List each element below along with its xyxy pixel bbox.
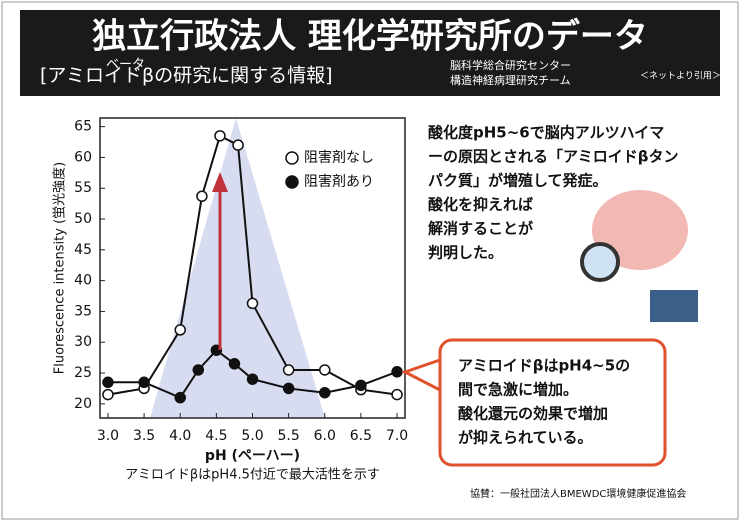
- callout-box: [438, 338, 667, 467]
- paragraph-line: 酸化度pH5~6で脳内アルツハイマ: [428, 124, 664, 142]
- y-tick-label: 25: [74, 365, 92, 381]
- point: [102, 376, 114, 389]
- paragraph-line: 判明した。: [428, 244, 503, 262]
- paragraph-line: 解消することが: [428, 220, 534, 238]
- callout-line: が抑えられている。: [458, 429, 593, 447]
- y-tick-label: 55: [74, 180, 92, 196]
- ruby: ベータ: [106, 58, 145, 73]
- paragraph-line: 酸化を抑えれば: [428, 196, 533, 214]
- title: 独立行政法人 理化学研究所のデータ: [92, 17, 648, 57]
- point: [138, 376, 150, 389]
- y-tick-label: 30: [74, 334, 92, 350]
- y-label: Fluorescence intensity (蛍光強度): [52, 162, 68, 374]
- legend-label: 阻害剤なし: [304, 150, 374, 166]
- y-tick-label: 40: [74, 273, 92, 289]
- point: [391, 366, 403, 378]
- point: [102, 388, 114, 401]
- paragraph-line: パク質」が増殖して発症。: [428, 172, 608, 190]
- point: [282, 364, 295, 376]
- callout-line: 間で急激に増加。: [458, 381, 578, 399]
- x-label: pH (ペーハー): [205, 448, 300, 464]
- x-tick-label: 3.0: [97, 428, 119, 444]
- monitor: [650, 290, 698, 322]
- x-tick-label: 4.0: [169, 428, 191, 444]
- magnifier: [580, 242, 620, 282]
- highlight: [150, 118, 325, 418]
- point: [192, 364, 205, 376]
- point: [319, 386, 331, 399]
- y-tick-label: 50: [74, 211, 92, 227]
- x-tick-label: 3.5: [133, 428, 155, 444]
- point: [246, 373, 259, 385]
- source: ＜ネットより引用＞: [640, 71, 721, 82]
- arrow-head: [212, 172, 228, 192]
- x-tick-label: 6.0: [314, 428, 336, 444]
- point: [174, 324, 186, 336]
- footer: 協賛：一般社団法人BMEWDC環境健康促進協会: [470, 487, 686, 500]
- point: [174, 391, 186, 404]
- header-box: [20, 10, 720, 96]
- y-tick-label: 60: [74, 149, 92, 165]
- point: [232, 139, 244, 151]
- callout-line: アミロイドβはpH4~5の: [458, 357, 630, 375]
- callout-line: 酸化還元の効果で増加: [458, 405, 608, 423]
- point: [282, 382, 295, 395]
- x-tick-label: 5.0: [241, 428, 263, 444]
- paragraph: 酸化度pH5~6で脳内アルツハイマーの原因とされる「アミロイドβタンパク質」が増…: [428, 124, 678, 262]
- caption: アミロイドβはpH4.5付近で最大活性を示す: [125, 468, 380, 483]
- chart: 20 25 30 35 40 45 50 55 60 65 3.0 3.5 4.0 4.5 5.0 5.5 6.…: [52, 117, 408, 483]
- x-tick-label: 7.0: [386, 428, 408, 444]
- y-tick-label: 20: [74, 396, 92, 412]
- x-tick-label: 6.5: [350, 428, 372, 444]
- org: 脳科学総合研究センター: [450, 58, 571, 72]
- paragraph-line: ーの原因とされる「アミロイドβタン: [428, 148, 678, 166]
- point: [196, 190, 208, 202]
- point: [319, 364, 331, 376]
- legend-marker: [285, 151, 299, 165]
- point: [355, 379, 367, 392]
- x-tick-label: 5.5: [278, 428, 300, 444]
- legend-marker: [285, 175, 299, 189]
- subtitle: [アミロイドβの研究に関する情報]: [40, 65, 333, 87]
- x-tick-label: 4.5: [205, 428, 227, 444]
- point: [246, 297, 259, 310]
- point: [228, 358, 241, 370]
- org: 構造神経病理研究チーム: [450, 73, 571, 87]
- legend-label: 阻害剤あり: [304, 174, 374, 190]
- y-tick-label: 45: [74, 242, 92, 258]
- y-tick-label: 35: [74, 303, 92, 319]
- y-tick-label: 65: [74, 119, 92, 135]
- point: [391, 388, 403, 401]
- point: [214, 130, 226, 142]
